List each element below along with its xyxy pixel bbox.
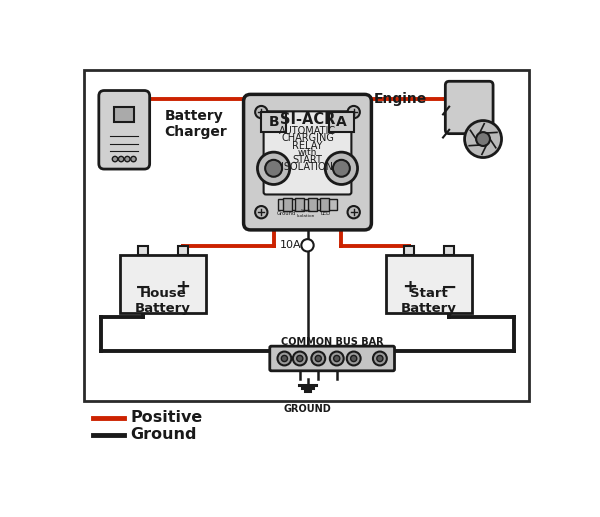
Bar — [295, 197, 304, 211]
FancyBboxPatch shape — [99, 90, 149, 169]
FancyBboxPatch shape — [178, 247, 188, 255]
FancyBboxPatch shape — [119, 255, 206, 313]
FancyBboxPatch shape — [263, 111, 352, 194]
Text: GROUND: GROUND — [284, 404, 331, 414]
Bar — [114, 107, 134, 122]
Text: House
Battery: House Battery — [135, 287, 191, 315]
Bar — [84, 70, 529, 401]
Circle shape — [131, 156, 136, 162]
Circle shape — [265, 160, 282, 177]
FancyBboxPatch shape — [329, 112, 354, 132]
Bar — [308, 197, 317, 211]
Text: COMMON BUS BAR: COMMON BUS BAR — [281, 337, 383, 346]
Circle shape — [255, 206, 268, 218]
Text: Positive: Positive — [130, 410, 203, 425]
Text: CHARGING: CHARGING — [281, 133, 334, 143]
Text: Battery
Charger: Battery Charger — [164, 109, 227, 139]
FancyBboxPatch shape — [262, 112, 286, 132]
Circle shape — [297, 355, 303, 361]
Text: Start
Battery: Start Battery — [401, 287, 457, 315]
Circle shape — [373, 352, 387, 366]
Circle shape — [464, 120, 502, 158]
Circle shape — [347, 352, 361, 366]
Circle shape — [112, 156, 118, 162]
Text: Engine: Engine — [374, 92, 427, 106]
Text: Ground: Ground — [276, 211, 296, 216]
Circle shape — [315, 355, 322, 361]
Circle shape — [311, 352, 325, 366]
FancyBboxPatch shape — [244, 95, 371, 230]
FancyBboxPatch shape — [138, 247, 148, 255]
Bar — [283, 197, 292, 211]
FancyBboxPatch shape — [270, 346, 395, 371]
Circle shape — [118, 156, 124, 162]
Text: with: with — [298, 148, 317, 157]
Circle shape — [281, 355, 287, 361]
Circle shape — [347, 206, 360, 218]
Text: SI-ACR: SI-ACR — [280, 112, 335, 127]
Text: B: B — [268, 115, 279, 129]
FancyBboxPatch shape — [404, 247, 415, 255]
Circle shape — [334, 355, 340, 361]
Text: 10A: 10A — [280, 240, 301, 250]
Circle shape — [293, 352, 307, 366]
Bar — [278, 199, 337, 210]
Text: −: − — [441, 278, 457, 296]
Text: Ground: Ground — [130, 427, 197, 442]
Text: START: START — [293, 155, 322, 165]
Circle shape — [125, 156, 130, 162]
Bar — [320, 197, 329, 211]
Text: A: A — [336, 115, 347, 129]
Circle shape — [350, 355, 357, 361]
Text: AUTOMATIC: AUTOMATIC — [279, 126, 336, 135]
Circle shape — [277, 352, 292, 366]
Circle shape — [476, 132, 490, 146]
Text: ISOLATION: ISOLATION — [281, 162, 334, 172]
FancyBboxPatch shape — [386, 255, 472, 313]
Circle shape — [301, 239, 314, 251]
FancyBboxPatch shape — [445, 81, 493, 134]
Text: LED: LED — [321, 211, 331, 216]
Text: −: − — [135, 278, 151, 296]
Circle shape — [333, 160, 350, 177]
Circle shape — [255, 106, 268, 118]
Text: Start
Isolation: Start Isolation — [297, 209, 315, 218]
Circle shape — [377, 355, 383, 361]
FancyBboxPatch shape — [444, 247, 454, 255]
Text: RELAY: RELAY — [292, 141, 323, 151]
Text: +: + — [175, 278, 190, 296]
Circle shape — [257, 152, 290, 185]
Circle shape — [330, 352, 344, 366]
Circle shape — [325, 152, 358, 185]
Text: +: + — [402, 278, 417, 296]
Circle shape — [347, 106, 360, 118]
